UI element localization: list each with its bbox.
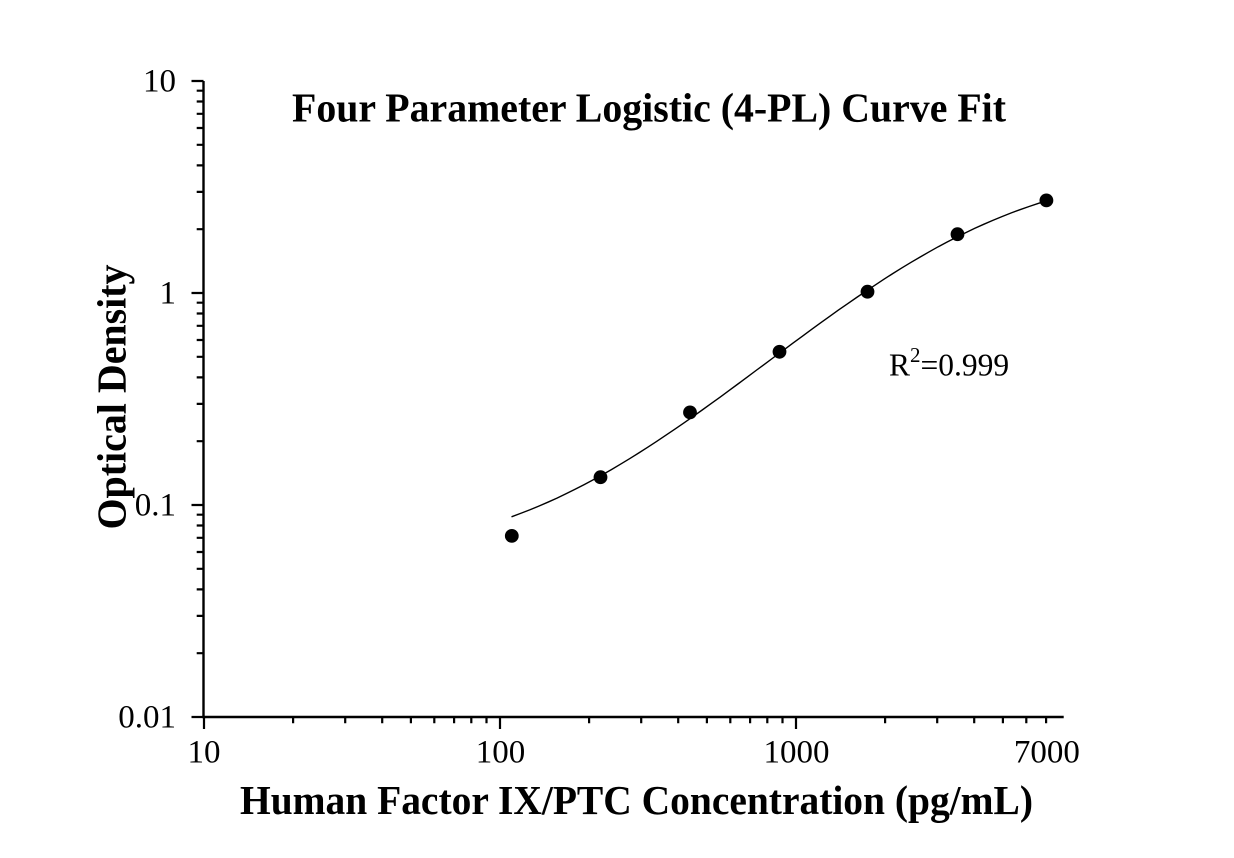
svg-text:7000: 7000 (1014, 735, 1080, 771)
svg-text:1: 1 (160, 275, 177, 311)
svg-text:Human Factor IX/PTC Concentrat: Human Factor IX/PTC Concentration (pg/mL… (240, 777, 1033, 823)
svg-text:R2=0.999: R2=0.999 (889, 343, 1009, 383)
svg-text:10: 10 (143, 63, 176, 99)
svg-text:0.1: 0.1 (135, 487, 176, 523)
svg-text:10: 10 (188, 735, 221, 771)
svg-text:0.01: 0.01 (118, 699, 176, 735)
svg-text:Optical Density: Optical Density (89, 264, 135, 529)
svg-text:100: 100 (476, 735, 526, 771)
svg-text:Four Parameter Logistic (4-PL): Four Parameter Logistic (4-PL) Curve Fit (292, 85, 1006, 131)
svg-text:1000: 1000 (764, 735, 830, 771)
